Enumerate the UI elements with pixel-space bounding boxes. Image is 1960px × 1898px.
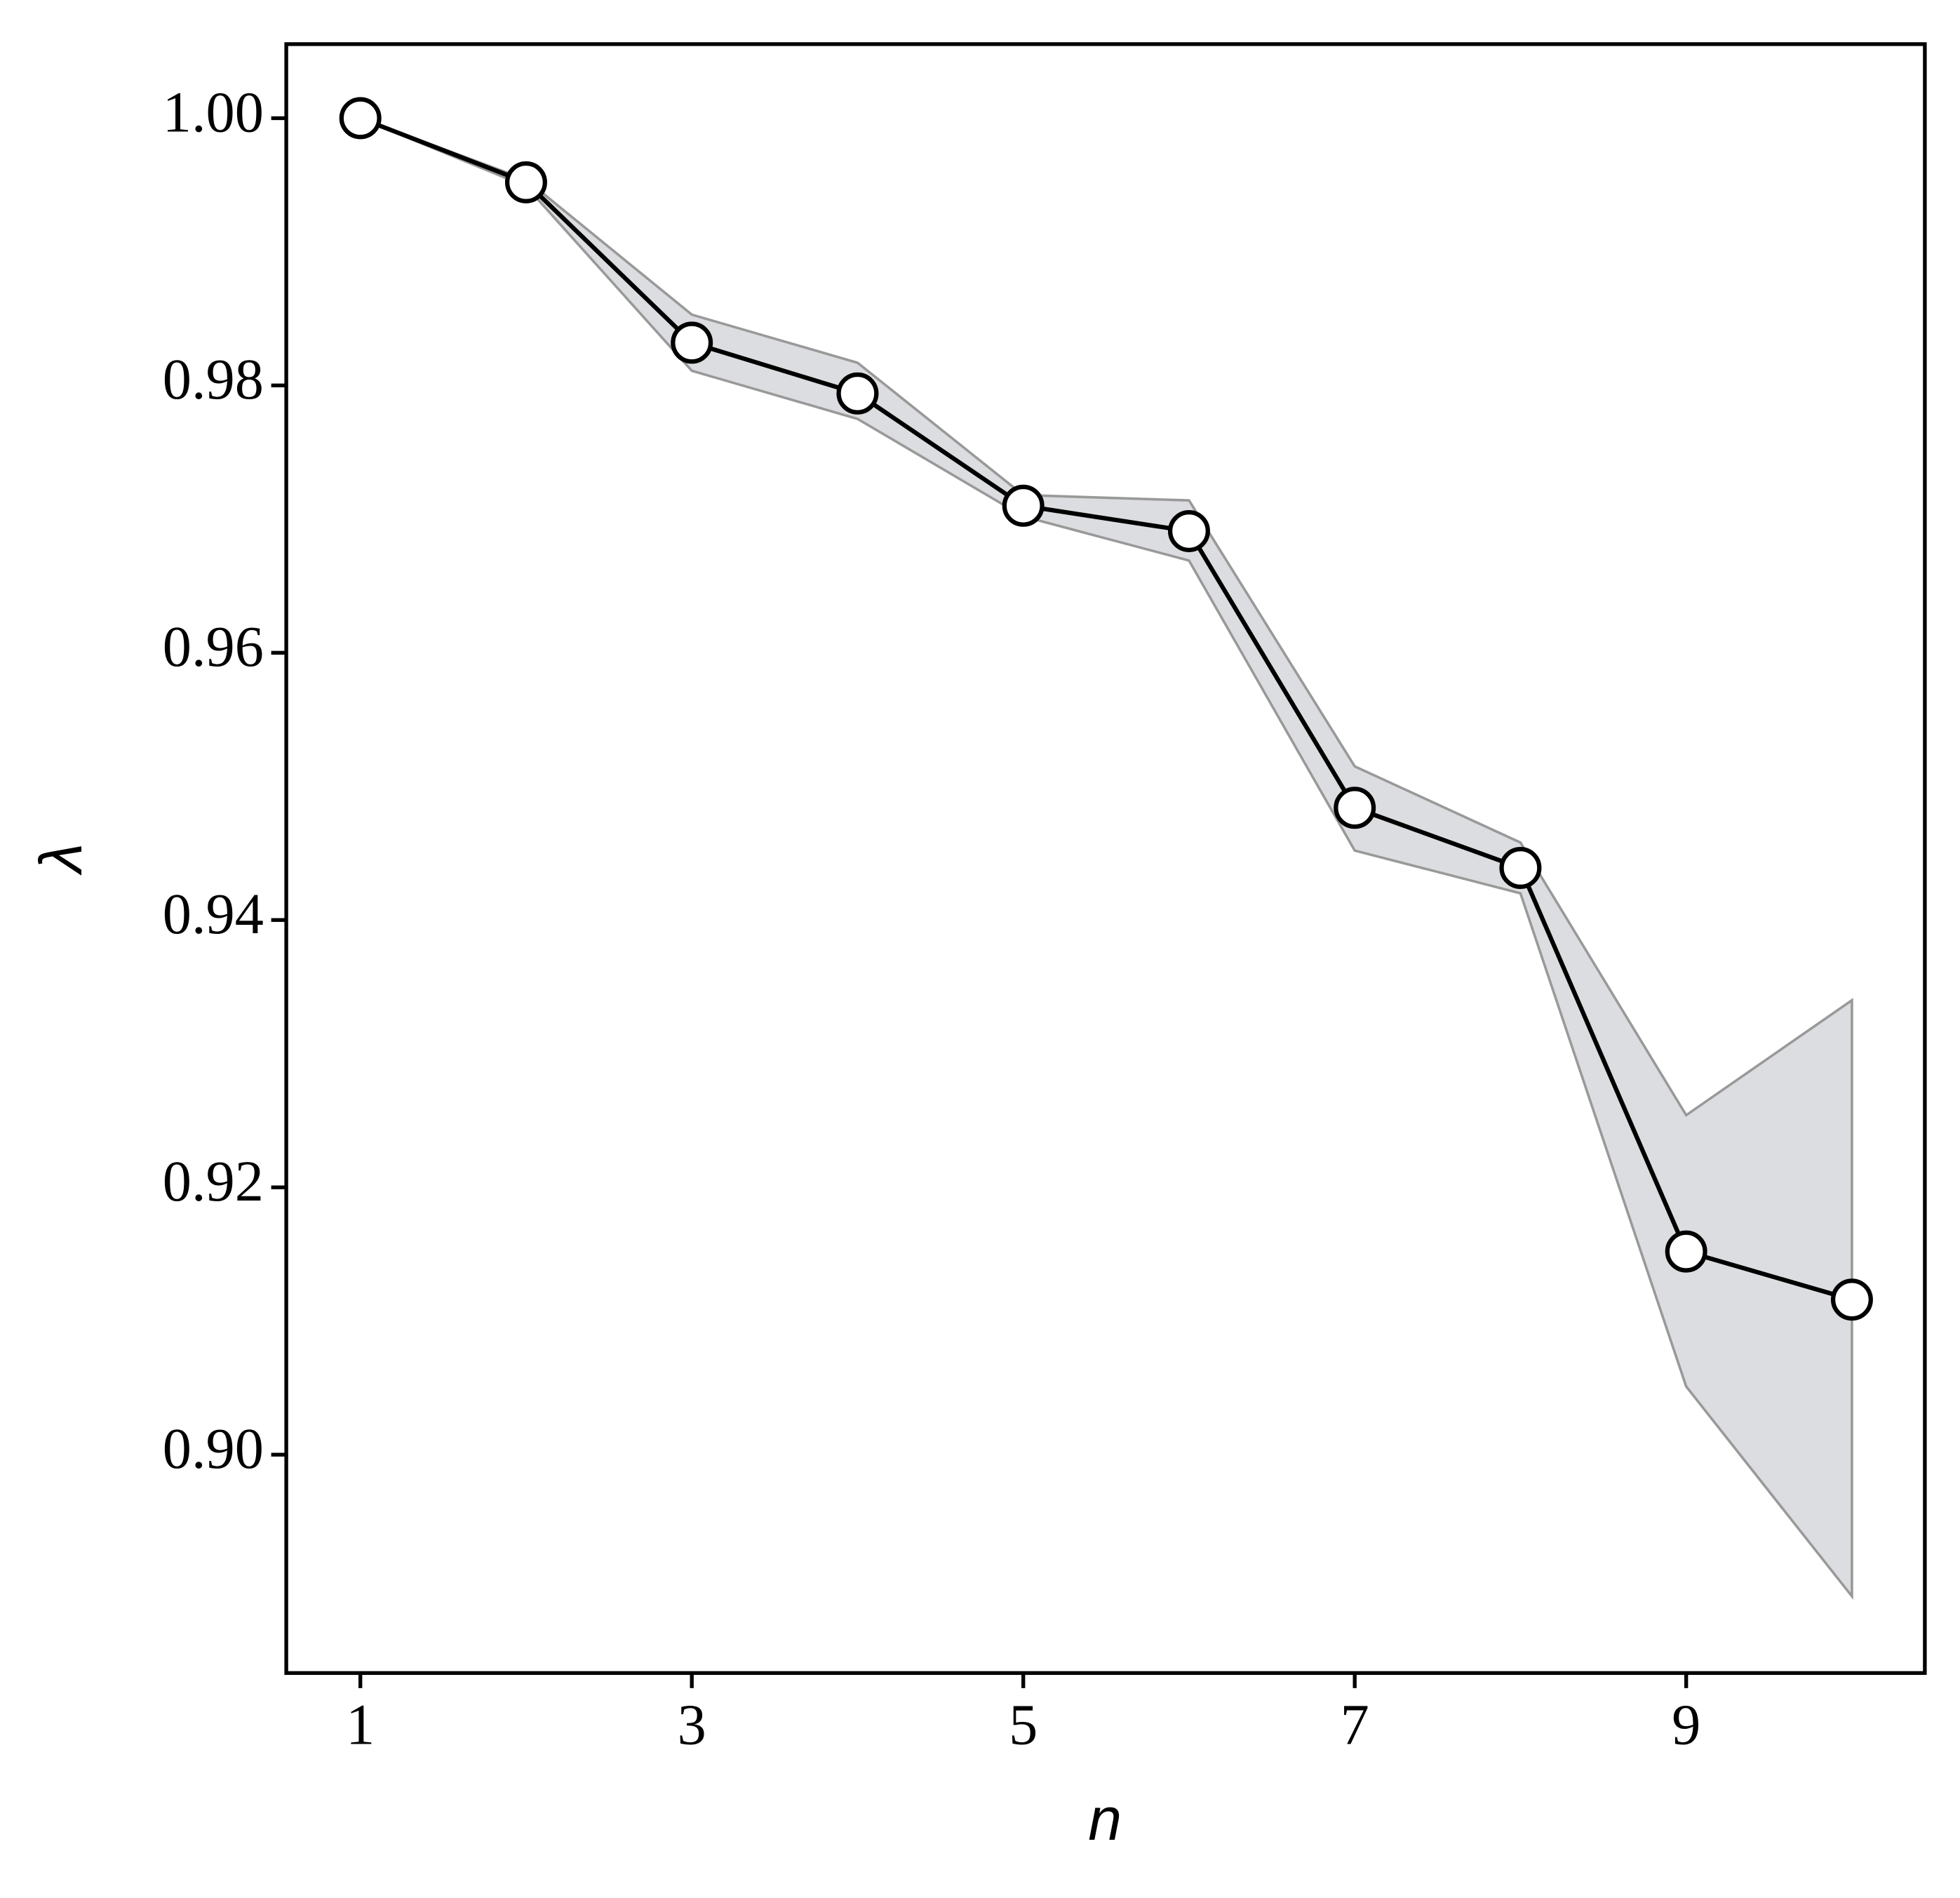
y-tick-label: 0.94 <box>163 882 264 946</box>
y-tick-label: 1.00 <box>163 80 264 144</box>
marker <box>1499 846 1542 889</box>
marker <box>1167 509 1210 552</box>
marker <box>1830 1278 1873 1321</box>
x-tick-label: 3 <box>678 1693 706 1757</box>
plot-frame <box>284 42 1927 1676</box>
line <box>359 116 1853 1302</box>
marker <box>1334 787 1376 829</box>
y-tick-label: 0.96 <box>163 615 264 679</box>
y-tick-label: 0.92 <box>163 1149 264 1213</box>
y-tick-label: 0.98 <box>163 347 264 411</box>
x-tick-label: 7 <box>1341 1693 1369 1757</box>
x-tick-label: 1 <box>346 1693 375 1757</box>
marker <box>504 161 547 203</box>
marker <box>1665 1230 1707 1273</box>
confidence-band <box>360 116 1853 1600</box>
marker <box>339 97 382 140</box>
y-axis-label: λ <box>27 843 95 876</box>
x-axis-label: n <box>1088 1786 1122 1853</box>
marker <box>1002 484 1045 527</box>
y-tick-label: 0.90 <box>163 1417 264 1481</box>
x-tick-label: 5 <box>1009 1693 1038 1757</box>
marker <box>836 372 879 415</box>
marker <box>671 321 713 364</box>
x-tick-label: 9 <box>1672 1693 1700 1757</box>
